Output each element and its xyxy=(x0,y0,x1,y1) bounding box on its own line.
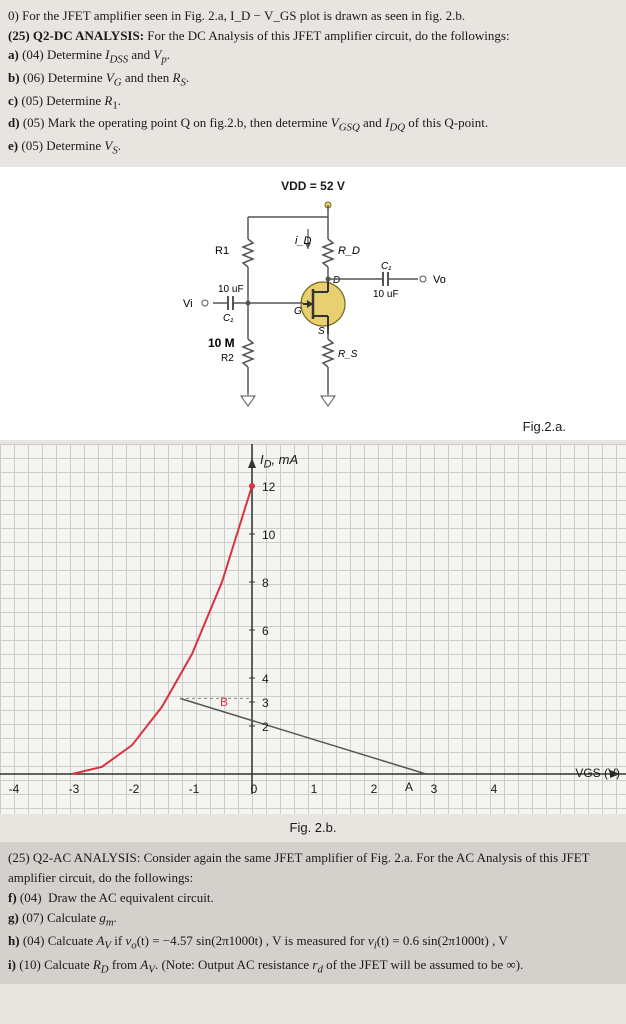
x-axis-label: VGS (V) xyxy=(575,764,620,782)
dc-header: (25) Q2-DC ANALYSIS: xyxy=(8,28,144,43)
xtick-1: 1 xyxy=(304,780,324,798)
r1-label: R1 xyxy=(215,245,229,257)
dc-header-rest: For the DC Analysis of this JFET amplifi… xyxy=(144,28,510,43)
r2-label: R2 xyxy=(221,353,234,364)
item-d: d) (05) Mark the operating point Q on fi… xyxy=(8,113,618,136)
item-c: c) (05) Determine R1. xyxy=(8,91,618,114)
ytick-8: 8 xyxy=(262,574,292,592)
item-e: e) (05) Determine VS. xyxy=(8,136,618,159)
point-b-label: B xyxy=(220,693,228,711)
item-b: b) (06) Determine VG and then RS. xyxy=(8,68,618,91)
ytick-6: 6 xyxy=(262,622,292,640)
item-a: a) (04) Determine IDSS and Vp. xyxy=(8,45,618,68)
vdd-label: VDD = 52 V xyxy=(0,177,626,195)
chart-svg xyxy=(0,444,626,814)
ac-header: (25) Q2-AC ANALYSIS: xyxy=(8,850,140,865)
xtick-0: 0 xyxy=(244,780,264,798)
item-i: i) (10) Calcuate RD from AV. (Note: Outp… xyxy=(8,955,618,978)
circuit-diagram: R1 R_D i_D D G S 10 uF C₁ Vi xyxy=(153,199,473,409)
source-label: S xyxy=(318,326,325,337)
vo-label: Vo xyxy=(433,274,446,286)
fig2a-label: Fig.2.a. xyxy=(0,417,626,437)
rs-label: R_S xyxy=(338,349,358,360)
ytick-2: 2 xyxy=(262,718,292,736)
intro-line: 0) For the JFET amplifier seen in Fig. 2… xyxy=(8,6,618,26)
xtick-2: 2 xyxy=(364,780,384,798)
drain-label: D xyxy=(333,275,340,286)
xtick-m2: -2 xyxy=(124,780,144,798)
xtick-m3: -3 xyxy=(64,780,84,798)
y-axis-label: ID, mA xyxy=(260,450,298,473)
tenm-label: 10 M xyxy=(208,336,235,350)
item-g: g) (07) Calculate gm. xyxy=(8,908,618,931)
rd-label: R_D xyxy=(338,245,360,257)
tenuf-left-label: 10 uF xyxy=(218,284,244,295)
xtick-m1: -1 xyxy=(184,780,204,798)
point-a-label: A xyxy=(405,778,413,796)
xtick-3: 3 xyxy=(424,780,444,798)
xtick-m4: -4 xyxy=(4,780,24,798)
ytick-12: 12 xyxy=(262,478,292,496)
xtick-4: 4 xyxy=(484,780,504,798)
chart-area: ID, mA VGS (V) 12 10 8 6 4 3 2 -4 -3 -2 … xyxy=(0,444,626,814)
circuit-figure: VDD = 52 V R1 R_D i_D D G S xyxy=(0,167,626,440)
ytick-4: 4 xyxy=(262,670,292,688)
ac-analysis-block: (25) Q2-AC ANALYSIS: Consider again the … xyxy=(0,842,626,985)
c1-right-label: C₁ xyxy=(381,261,391,272)
ytick-10: 10 xyxy=(262,526,292,544)
dc-analysis-line: (25) Q2-DC ANALYSIS: For the DC Analysis… xyxy=(8,26,618,46)
ytick-3: 3 xyxy=(262,694,292,712)
tenuf-right-label: 10 uF xyxy=(373,289,399,300)
vi-label: Vi xyxy=(183,298,193,310)
id-label: i_D xyxy=(295,235,312,247)
fig2b-label: Fig. 2.b. xyxy=(0,818,626,838)
c1-left-label: C₁ xyxy=(223,313,233,324)
item-h: h) (04) Calcuate AV if vo(t) = −4.57 sin… xyxy=(8,931,618,954)
gate-label: G xyxy=(294,306,302,317)
item-f: f) (04) Draw the AC equivalent circuit. xyxy=(8,888,618,908)
